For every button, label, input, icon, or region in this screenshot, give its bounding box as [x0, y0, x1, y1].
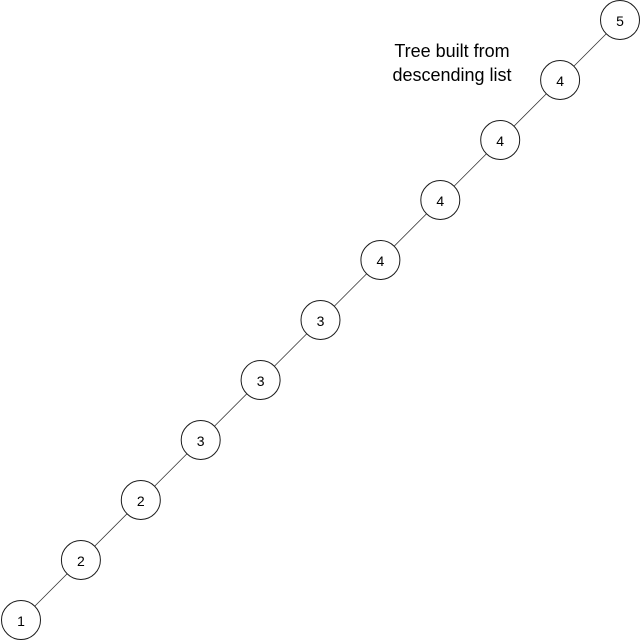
node-label: 4 [377, 253, 385, 269]
tree-node: 3 [180, 420, 221, 460]
tree-node: 4 [540, 60, 581, 100]
tree-node: 3 [300, 300, 341, 340]
node-circle [60, 540, 101, 580]
tree-node: 4 [480, 120, 521, 160]
node-circle [480, 120, 521, 160]
title-line-2: descending list [392, 65, 511, 85]
node-label: 2 [77, 553, 85, 569]
node-circle [180, 420, 221, 460]
tree-node: 4 [360, 240, 401, 280]
tree-node: 1 [1, 600, 41, 640]
node-label: 3 [317, 313, 325, 329]
tree-node: 3 [240, 360, 281, 400]
title-line-1: Tree built from [394, 41, 509, 61]
node-circle [300, 300, 341, 340]
node-label: 4 [436, 193, 444, 209]
tree-node: 2 [120, 480, 161, 520]
node-circle [540, 60, 581, 100]
node-label: 5 [616, 13, 624, 29]
node-label: 3 [257, 373, 265, 389]
node-label: 4 [556, 73, 564, 89]
node-circle [120, 480, 161, 520]
node-circle [1, 600, 41, 640]
node-label: 3 [197, 433, 205, 449]
tree-node: 5 [600, 0, 640, 40]
node-label: 2 [137, 493, 145, 509]
diagram-title: Tree built from descending list [392, 41, 511, 85]
node-circle [600, 0, 640, 40]
node-label: 1 [17, 613, 25, 629]
node-circle [240, 360, 281, 400]
node-circle [360, 240, 401, 280]
node-circle [420, 180, 461, 220]
tree-node: 2 [60, 540, 101, 580]
tree-node: 4 [420, 180, 461, 220]
node-label: 4 [496, 133, 504, 149]
